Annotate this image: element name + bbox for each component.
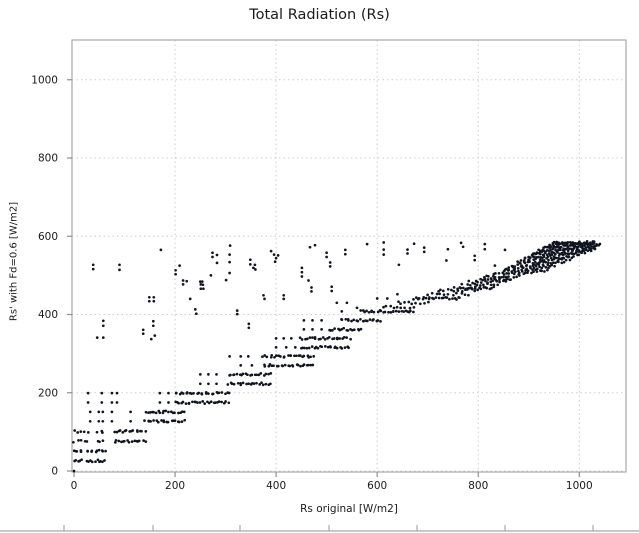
scatter-points [72, 240, 602, 473]
x-tick-label: 800 [468, 480, 488, 492]
x-tick-labels: 0 200 400 600 800 1000 [71, 480, 593, 492]
y-tick-label: 1000 [31, 74, 58, 86]
x-axis-label: Rs original [W/m2] [300, 503, 398, 515]
y-tick-label: 0 [51, 466, 58, 478]
y-tick-label: 600 [38, 231, 58, 243]
y-tick-labels: 0 200 400 600 800 1000 [31, 74, 58, 477]
x-tick-label: 600 [367, 480, 387, 492]
x-tick-label: 1000 [566, 480, 593, 492]
x-tick-label: 0 [71, 480, 78, 492]
tick-marks [67, 79, 580, 477]
y-tick-label: 400 [38, 309, 58, 321]
gridlines [72, 40, 626, 472]
x-tick-label: 200 [165, 480, 185, 492]
y-tick-label: 800 [38, 153, 58, 165]
x-tick-label: 400 [266, 480, 286, 492]
y-axis-label: Rs' with Fd=0.6 [W/m2] [8, 201, 20, 322]
chart-title: Total Radiation (Rs) [249, 7, 390, 23]
plot-frame [71, 39, 627, 473]
next-subplot-top-edge [0, 525, 639, 532]
y-tick-label: 200 [38, 387, 58, 399]
